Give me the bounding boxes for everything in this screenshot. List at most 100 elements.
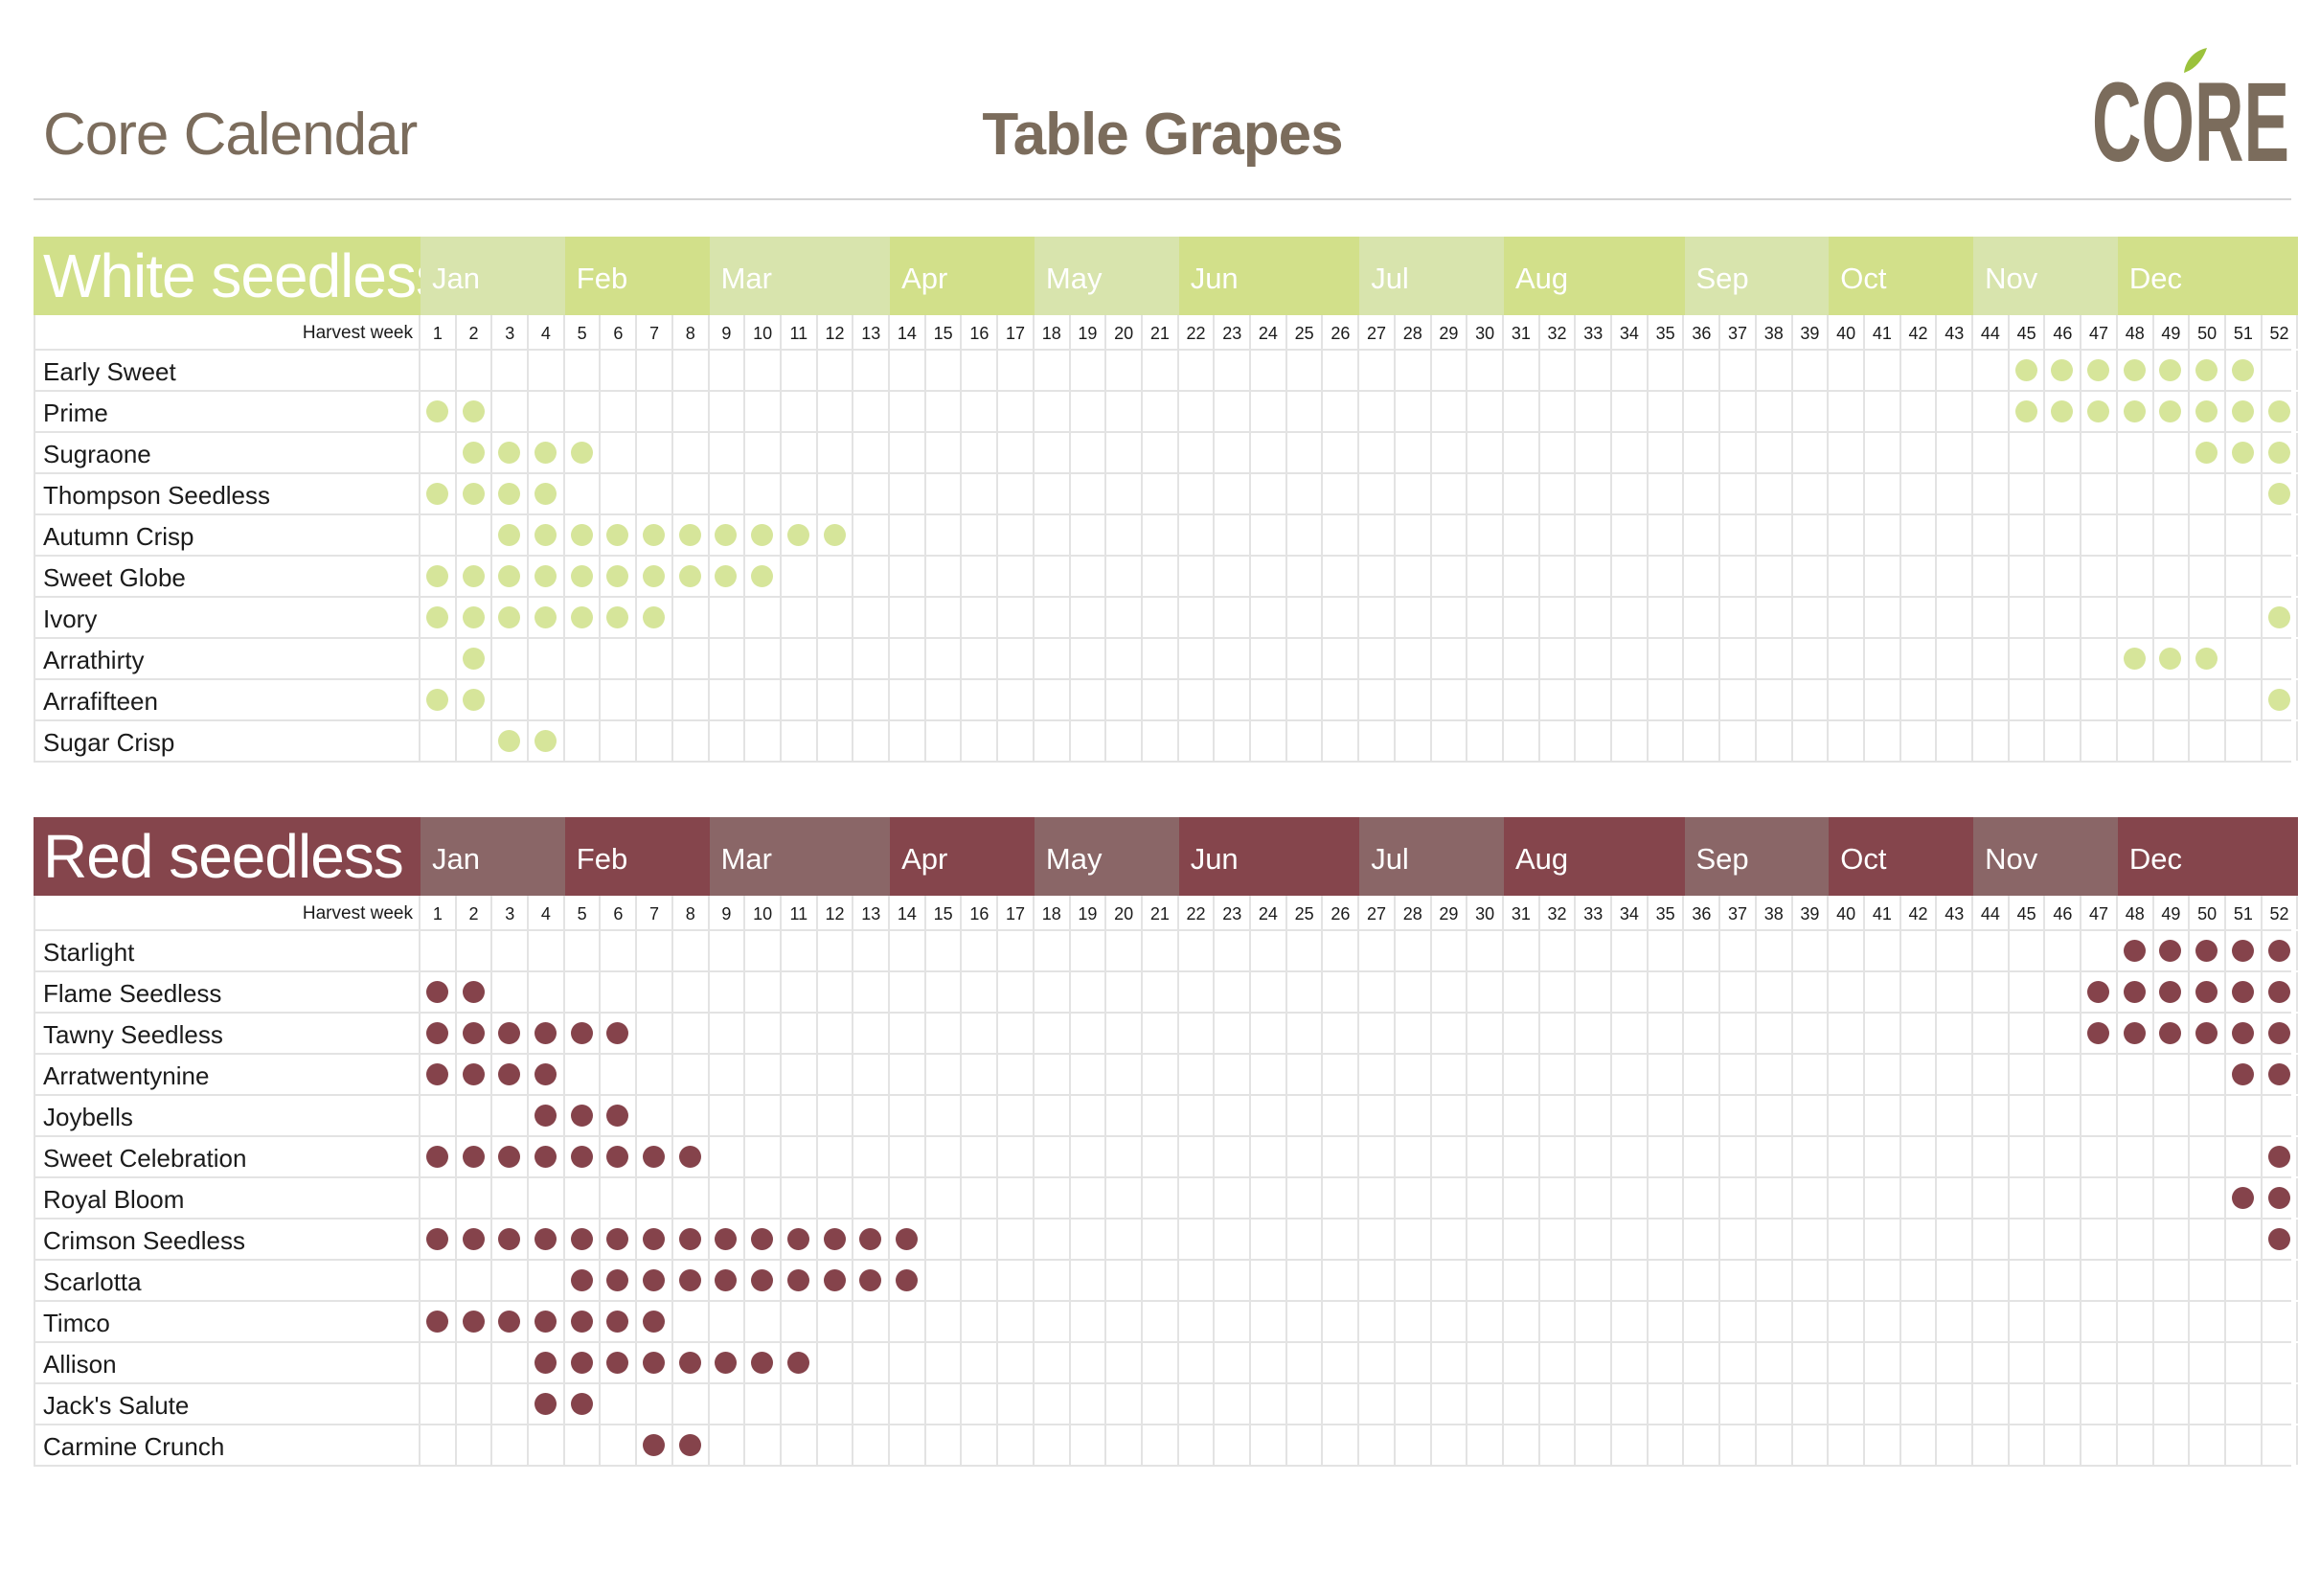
week-cell	[710, 680, 746, 719]
harvest-dot	[498, 605, 521, 628]
harvest-dot	[643, 1433, 666, 1456]
week-cell	[2263, 598, 2299, 637]
week-cell	[1829, 557, 1865, 596]
week-cell	[926, 1014, 963, 1053]
week-cell	[1504, 351, 1540, 390]
week-cell	[1035, 680, 1071, 719]
week-cell	[2010, 931, 2046, 970]
week-cell	[1937, 433, 1974, 472]
week-cell	[673, 1261, 710, 1300]
month-header-apr: Apr	[890, 237, 1035, 315]
harvest-dot	[895, 1268, 918, 1291]
harvest-dot	[498, 1145, 521, 1168]
week-cell	[1973, 1096, 2010, 1135]
week-cell	[2226, 1137, 2263, 1176]
variety-row-prime: Prime	[34, 392, 2299, 433]
week-cell	[1720, 1055, 1757, 1094]
week-cell	[637, 639, 673, 678]
week-cell	[1757, 557, 1793, 596]
week-cell	[1071, 351, 1107, 390]
harvest-dot	[570, 1310, 593, 1333]
week-cell	[2154, 598, 2191, 637]
week-cell	[2081, 1302, 2118, 1341]
week-cell	[1720, 1343, 1757, 1382]
week-cell	[492, 1220, 530, 1259]
week-cell	[457, 1055, 493, 1094]
week-cell	[782, 1384, 818, 1424]
week-cell	[1793, 972, 1830, 1012]
week-cell	[1649, 433, 1685, 472]
week-cell	[1504, 1384, 1540, 1424]
week-cell	[998, 972, 1035, 1012]
week-cell	[2154, 1261, 2191, 1300]
week-cell	[890, 474, 926, 513]
week-cell	[1324, 1055, 1360, 1094]
week-cell	[745, 1137, 782, 1176]
week-cell	[1432, 474, 1468, 513]
month-header-sep: Sep	[1684, 237, 1830, 315]
week-cell	[2154, 1178, 2191, 1218]
week-cell	[2263, 392, 2299, 431]
harvest-dot	[643, 1310, 666, 1333]
week-cell	[421, 474, 457, 513]
harvest-dot	[606, 1351, 629, 1374]
variety-name: Autumn Crisp	[34, 515, 421, 555]
harvest-dot	[534, 564, 557, 587]
week-cell	[1612, 1220, 1649, 1259]
week-cell	[1540, 1384, 1577, 1424]
week-cell	[1865, 1220, 1901, 1259]
week-cell	[1720, 1178, 1757, 1218]
week-cell	[1179, 433, 1216, 472]
week-number: 33	[1576, 315, 1613, 349]
week-cell	[2118, 515, 2154, 555]
variety-row-allison: Allison	[34, 1343, 2299, 1384]
week-cell	[1649, 1096, 1685, 1135]
week-cell	[1504, 1343, 1540, 1382]
week-cell	[745, 1302, 782, 1341]
week-cell	[1649, 680, 1685, 719]
week-cell	[2263, 972, 2299, 1012]
week-cell	[1576, 721, 1613, 761]
week-cell	[529, 1302, 565, 1341]
week-cell	[1793, 1178, 1830, 1218]
week-cell	[1035, 433, 1071, 472]
week-cell	[963, 1014, 999, 1053]
week-cell	[637, 1343, 673, 1382]
week-cell	[1829, 433, 1865, 472]
week-cell	[421, 1220, 457, 1259]
week-cell	[926, 1261, 963, 1300]
variety-row-tawny-seedless: Tawny Seedless	[34, 1014, 2299, 1055]
week-cell	[1901, 1302, 1938, 1341]
week-cell	[1215, 515, 1252, 555]
week-cell	[1215, 433, 1252, 472]
week-cell	[1432, 433, 1468, 472]
week-number: 50	[2190, 315, 2226, 349]
red-seedless-section: Red seedless Jan Feb Mar Apr May Jun Jul Aug Sep O…	[34, 817, 2299, 1467]
harvest-dot	[462, 1227, 485, 1250]
week-cell	[1901, 392, 1938, 431]
week-cell	[926, 598, 963, 637]
month-label: Sep	[1695, 262, 1749, 295]
week-cell	[818, 392, 854, 431]
harvest-dot	[678, 523, 701, 546]
week-cell	[1215, 1343, 1252, 1382]
variety-row-thompson-seedless: Thompson Seedless	[34, 474, 2299, 515]
month-label: Jan	[432, 262, 480, 295]
week-cell	[1396, 1261, 1432, 1300]
week-cell	[2118, 1096, 2154, 1135]
week-cell	[1865, 1261, 1901, 1300]
week-cell	[602, 474, 638, 513]
week-cell	[492, 1343, 530, 1382]
week-cell	[1287, 433, 1324, 472]
harvest-dot	[570, 605, 593, 628]
week-cell	[1143, 1096, 1179, 1135]
harvest-dot	[751, 523, 774, 546]
week-cell	[1179, 1384, 1216, 1424]
harvest-dot	[2159, 980, 2182, 1003]
week-cell	[1106, 639, 1143, 678]
harvest-dot	[2051, 358, 2074, 381]
week-cell	[1396, 1055, 1432, 1094]
week-number: 22	[1179, 315, 1216, 349]
week-cell	[998, 1343, 1035, 1382]
week-cell	[637, 433, 673, 472]
